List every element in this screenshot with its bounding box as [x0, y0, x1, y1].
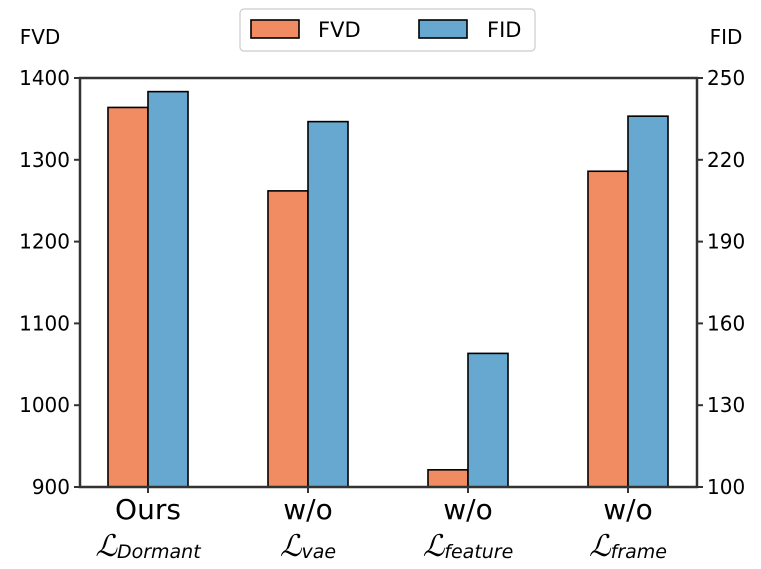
bar-fid-3 [627, 115, 669, 488]
legend: FVD FID [239, 8, 536, 52]
category-loss-label-2: ℒfeature [423, 529, 514, 564]
bar-fid-1 [307, 120, 349, 488]
left-tick-label: 1200 [19, 230, 70, 254]
category-loss-label-1: ℒvae [280, 529, 336, 564]
right-axis-title: FID [710, 25, 743, 49]
right-tick-label: 130 [707, 393, 745, 417]
bar-fvd-0 [107, 106, 149, 488]
right-tick-label: 100 [707, 475, 745, 499]
left-tick-label: 1300 [19, 148, 70, 172]
legend-label-fvd: FVD [318, 18, 361, 42]
bars-group [107, 90, 669, 488]
left-tick-label: 900 [32, 475, 70, 499]
bar-fvd-1 [267, 190, 309, 488]
left-axis-title: FVD [20, 25, 61, 49]
category-label-0: Ours [115, 493, 181, 526]
bar-fvd-2 [427, 469, 469, 488]
bar-fid-0 [147, 90, 189, 488]
category-loss-label-0: ℒDormant [95, 529, 202, 564]
right-tick-label: 160 [707, 311, 745, 335]
legend-swatch-fvd [250, 19, 300, 39]
category-loss-label-3: ℒframe [589, 529, 667, 564]
legend-label-fid: FID [487, 18, 521, 42]
bar-fvd-3 [587, 170, 629, 488]
category-label-2: w/o [443, 493, 492, 526]
right-tick-label: 250 [707, 66, 745, 90]
left-tick-label: 1400 [19, 66, 70, 90]
right-tick-label: 190 [707, 230, 745, 254]
right-tick-label: 220 [707, 148, 745, 172]
plot-border [78, 76, 699, 489]
left-tick-label: 1100 [19, 311, 70, 335]
right-axis-ticks: 100 130 160 190 220 250 [697, 66, 745, 499]
axes-frame [78, 76, 699, 489]
left-axis-ticks: 900 1000 1100 1200 1300 1400 [19, 66, 80, 499]
legend-swatch-fid [418, 19, 468, 39]
category-label-3: w/o [603, 493, 652, 526]
bar-fid-2 [467, 352, 509, 488]
left-tick-label: 1000 [19, 393, 70, 417]
category-label-1: w/o [283, 493, 332, 526]
